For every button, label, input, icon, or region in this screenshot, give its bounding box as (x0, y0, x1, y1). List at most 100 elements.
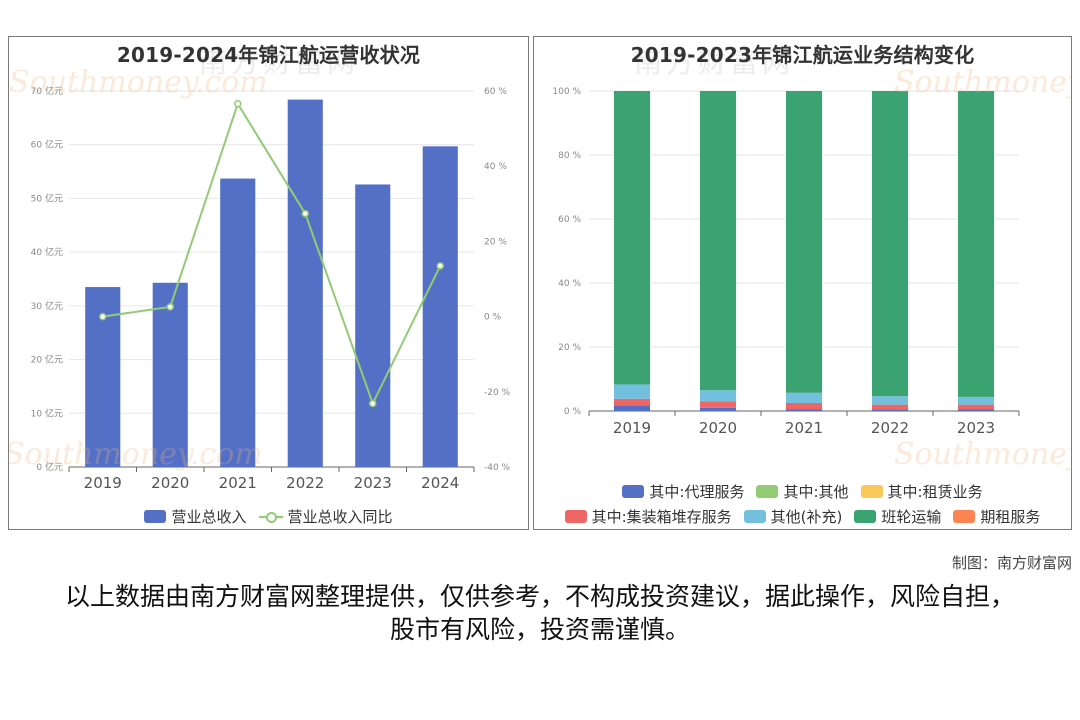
y-right-tick-label: 20 % (484, 237, 507, 247)
stacked-bar-segment (785, 409, 823, 411)
x-tick-label: 2021 (219, 474, 257, 492)
stacked-bar-segment (613, 405, 651, 411)
bar (220, 178, 256, 467)
bar (287, 99, 323, 467)
legend-item[interactable]: 班轮运输 (854, 506, 941, 527)
x-tick-label: 2021 (785, 419, 823, 437)
legend-label: 其中:其他 (783, 483, 849, 501)
y-left-tick-label: 30 亿元 (31, 300, 63, 312)
legend-item[interactable]: 期租服务 (953, 506, 1040, 527)
legend-swatch (860, 485, 883, 498)
x-tick-label: 2023 (354, 474, 392, 492)
legend-swatch (144, 510, 167, 523)
legend-label: 期租服务 (980, 508, 1041, 526)
revenue-chart: 0 亿元 10 亿元 20 亿元 30 亿元 40 亿元 50 亿元 60 亿元 70 亿元 -… (31, 85, 511, 492)
x-tick-label: 2020 (699, 419, 737, 437)
y-tick-label: 20 % (558, 343, 581, 353)
business-structure-chart: 0 % 20 % 40 % 60 % 80 % 100 % 2019 2020 2021 2022… (552, 87, 1020, 437)
legend-swatch (953, 510, 976, 523)
legend-label: 班轮运输 (881, 508, 942, 526)
legend-label: 其中:集装箱堆存服务 (591, 508, 732, 526)
x-tick-label: 2020 (151, 474, 189, 492)
y-left-tick-label: 70 亿元 (31, 85, 63, 97)
stacked-bar-segment (613, 91, 651, 385)
legend-item[interactable]: 营业总收入同比 (258, 506, 393, 527)
revenue-chart-panel: 0 亿元 10 亿元 20 亿元 30 亿元 40 亿元 50 亿元 60 亿元 70 亿元 -… (8, 36, 529, 530)
x-tick-label: 2019 (613, 419, 651, 437)
bar (152, 282, 188, 467)
y-right-tick-label: -20 % (484, 388, 511, 398)
legend-label: 其他(补充) (770, 508, 843, 526)
x-tick-label: 2024 (421, 474, 459, 492)
legend-item[interactable]: 其中:其他 (756, 481, 849, 502)
legend-swatch (564, 510, 587, 523)
chart-legend-row-1: 其中:代理服务 其中:其他 其中:租赁业务 (534, 481, 1071, 502)
bar (422, 146, 458, 467)
y-left-tick-label: 50 亿元 (31, 192, 63, 204)
chart-title: 2019-2023年锦江航运业务结构变化 (630, 43, 975, 67)
legend-swatch (622, 485, 645, 498)
business-structure-chart-panel: 0 % 20 % 40 % 60 % 80 % 100 % 2019 2020 2021 2022… (533, 36, 1072, 530)
stacked-bar-segment (699, 390, 737, 402)
stacked-bar-segment (871, 396, 909, 405)
stacked-bar-segment (871, 409, 909, 411)
y-tick-label: 80 % (558, 151, 581, 161)
yoy-point (369, 399, 377, 408)
stacked-bar-segment (957, 409, 995, 411)
stacked-bar-segment (785, 392, 823, 403)
stacked-bar-segment (957, 404, 995, 410)
x-tick-label: 2019 (84, 474, 122, 492)
chart-legend-row-2: 其中:集装箱堆存服务 其他(补充) 班轮运输 期租服务 (534, 506, 1071, 527)
stacked-bar-segment (613, 398, 651, 406)
legend-swatch (743, 510, 766, 523)
legend-swatch (854, 510, 877, 523)
chart-legend: 营业总收入 营业总收入同比 (9, 506, 528, 527)
chart-title: 2019-2024年锦江航运营收状况 (116, 43, 421, 67)
bar (355, 184, 391, 467)
x-tick-label: 2022 (871, 419, 909, 437)
disclaimer-text: 以上数据由南方财富网整理提供，仅供参考，不构成投资建议，据此操作，风险自担，股市… (64, 582, 1015, 644)
y-tick-label: 40 % (558, 279, 581, 289)
yoy-point (301, 209, 309, 218)
y-left-tick-label: 0 亿元 (36, 461, 63, 473)
stacked-bar-segment (957, 396, 995, 405)
y-left-tick-label: 40 亿元 (31, 246, 63, 258)
legend-item[interactable]: 其他(补充) (743, 506, 843, 527)
stacked-bar-segment (613, 384, 651, 399)
stacked-bar-segment (699, 401, 737, 408)
legend-label: 营业总收入同比 (287, 508, 393, 526)
stacked-bar-segment (871, 404, 909, 410)
y-tick-label: 0 % (564, 407, 582, 417)
y-right-tick-label: 40 % (484, 162, 507, 172)
y-left-tick-label: 60 亿元 (31, 139, 63, 151)
y-right-tick-label: 0 % (484, 313, 502, 323)
stacked-bar-segment (785, 91, 823, 393)
yoy-point (234, 100, 242, 108)
legend-swatch (756, 485, 779, 498)
x-tick-label: 2022 (286, 474, 324, 492)
stacked-bar-segment (699, 407, 737, 411)
legend-item[interactable]: 其中:租赁业务 (860, 481, 983, 502)
y-left-tick-label: 20 亿元 (31, 354, 63, 366)
y-left-tick-label: 10 亿元 (31, 407, 63, 419)
yoy-point (99, 312, 107, 321)
y-tick-label: 100 % (552, 87, 581, 97)
legend-item[interactable]: 其中:集装箱堆存服务 (564, 506, 732, 527)
legend-label: 其中:租赁业务 (887, 483, 983, 501)
legend-label: 营业总收入 (171, 508, 247, 526)
legend-item[interactable]: 营业总收入 (144, 506, 247, 527)
stacked-bar-segment (871, 91, 909, 397)
yoy-point (436, 262, 444, 270)
y-tick-label: 60 % (558, 215, 581, 225)
stacked-bar-segment (699, 91, 737, 391)
y-right-tick-label: 60 % (484, 87, 507, 97)
yoy-line (102, 101, 442, 407)
y-right-tick-label: -40 % (484, 463, 511, 473)
x-tick-label: 2023 (957, 419, 995, 437)
stacked-bar-segment (957, 91, 995, 397)
legend-swatch (258, 510, 283, 523)
legend-label: 其中:代理服务 (649, 483, 745, 501)
chart-credit: 制图：南方财富网 (951, 554, 1072, 572)
stacked-bar-segment (785, 403, 823, 410)
legend-item[interactable]: 其中:代理服务 (622, 481, 744, 502)
